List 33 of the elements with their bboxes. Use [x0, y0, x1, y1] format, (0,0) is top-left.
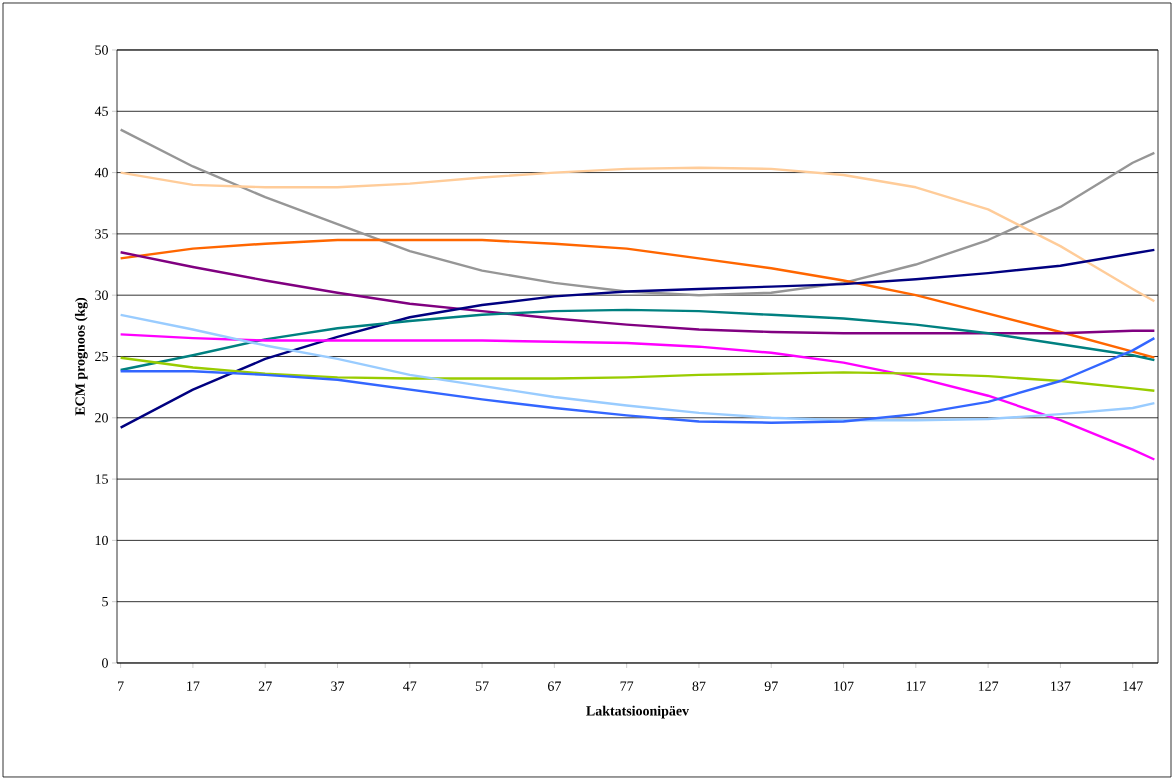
- x-tick-label: 77: [620, 681, 634, 691]
- y-tick-label: 45: [94, 106, 108, 116]
- y-tick-label: 15: [95, 474, 108, 484]
- y-tick-label: 20: [95, 413, 108, 423]
- x-tick-label: 137: [1051, 681, 1071, 691]
- x-tick-label: 97: [764, 681, 778, 691]
- x-tick-label: 87: [692, 681, 706, 691]
- x-axis-title: Laktatsioonipäev: [586, 705, 690, 719]
- y-tick-label: 10: [95, 535, 108, 546]
- y-axis-title: ECM prognoos (kg): [74, 297, 88, 416]
- x-tick-label: 67: [547, 681, 561, 691]
- line-series: [119, 166, 1156, 303]
- x-tick-label: 17: [187, 681, 200, 691]
- line-series: [119, 313, 1156, 422]
- x-tick-label: 7: [118, 681, 124, 691]
- line-series: [119, 308, 1156, 372]
- y-tick-label: 30: [95, 290, 108, 300]
- y-tick-label: 50: [95, 45, 108, 55]
- x-tick-label: 47: [403, 681, 417, 691]
- x-tick-label: 27: [258, 681, 272, 691]
- x-tick-label: 57: [475, 681, 489, 691]
- x-tick-label: 107: [834, 681, 854, 691]
- line-series: [119, 248, 1156, 429]
- x-tick-label: 147: [1123, 681, 1143, 691]
- x-tick-label: 127: [978, 681, 999, 691]
- x-tick-label: 117: [906, 681, 926, 691]
- y-tick-label: 0: [102, 658, 108, 668]
- y-tick-label: 40: [94, 167, 108, 178]
- y-tick-label: 5: [102, 597, 108, 607]
- x-tick-label: 37: [331, 681, 345, 691]
- line-series: [119, 128, 1156, 297]
- y-tick-label: 25: [95, 351, 108, 362]
- y-tick-label: 35: [95, 229, 108, 239]
